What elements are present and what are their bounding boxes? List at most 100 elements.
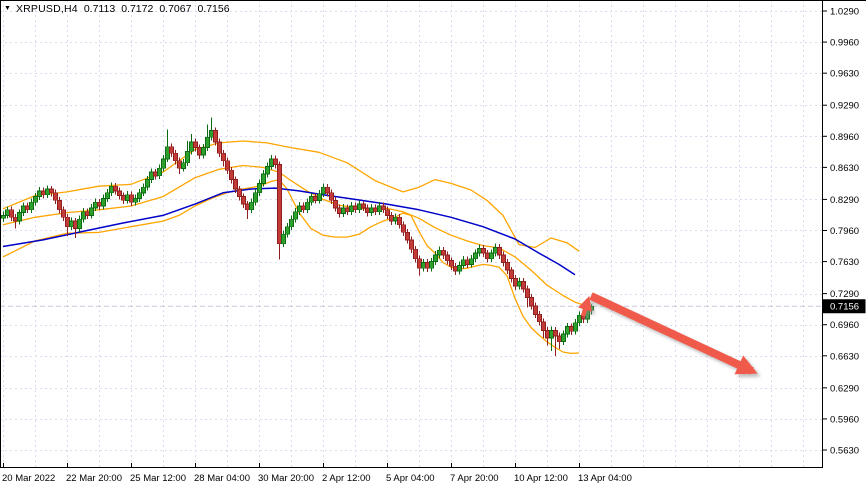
candle-bullish bbox=[489, 249, 494, 263]
candle-bullish bbox=[149, 168, 154, 183]
candle-bullish bbox=[249, 198, 254, 214]
time-tick-label: 10 Apr 12:00 bbox=[514, 473, 568, 484]
candle-bullish bbox=[205, 124, 210, 151]
candle-bullish bbox=[493, 243, 498, 257]
candle-bearish bbox=[529, 294, 534, 310]
candle-bullish bbox=[257, 179, 262, 197]
candle-bullish bbox=[473, 249, 478, 263]
axes-frame bbox=[0, 0, 866, 468]
candle-bearish bbox=[129, 191, 134, 207]
time-tick-label: 7 Apr 20:00 bbox=[450, 473, 499, 484]
bid-badge-value: 0.7156 bbox=[830, 302, 859, 313]
candles-layer bbox=[1, 117, 594, 356]
candle-bullish bbox=[45, 185, 50, 198]
candle-bearish bbox=[241, 193, 246, 208]
candle-bullish bbox=[77, 215, 82, 232]
candle-bearish bbox=[397, 214, 402, 229]
time-tick-label: 22 Mar 20:00 bbox=[66, 473, 122, 484]
candle-bearish bbox=[537, 311, 542, 326]
candle-bullish bbox=[261, 170, 266, 187]
quote-close: 0.7156 bbox=[197, 3, 230, 15]
chart-title-bar: ▼ XRPUSD,H4 0.7113 0.7172 0.7067 0.7156 bbox=[4, 3, 230, 15]
candle-bullish bbox=[105, 189, 110, 202]
time-tick-label: 13 Apr 04:00 bbox=[578, 473, 632, 484]
candle-bearish bbox=[481, 245, 486, 257]
candle-bearish bbox=[485, 249, 490, 263]
candle-bearish bbox=[441, 246, 446, 259]
candle-bullish bbox=[421, 258, 426, 272]
candle-bullish bbox=[317, 189, 322, 204]
price-axis[interactable]: 1.0290 0.9960 0.9630 0.9290 0.8960 0.8630 0.82… bbox=[822, 7, 859, 457]
time-tick-label: 5 Apr 04:00 bbox=[386, 473, 435, 484]
candle-bullish bbox=[209, 117, 214, 141]
band-middle-line bbox=[2, 164, 584, 306]
candle-bullish bbox=[469, 254, 474, 268]
price-tick-label: 0.9630 bbox=[830, 69, 859, 80]
candle-bullish bbox=[305, 198, 310, 214]
trend-arrow[interactable] bbox=[578, 292, 758, 375]
time-tick-label: 25 Mar 12:00 bbox=[130, 473, 186, 484]
candle-bullish bbox=[289, 215, 294, 231]
candle-bearish bbox=[417, 255, 422, 276]
candle-bearish bbox=[413, 246, 418, 263]
candle-bearish bbox=[389, 212, 394, 225]
candle-bullish bbox=[145, 175, 150, 191]
candle-bearish bbox=[365, 204, 370, 217]
candle-bullish bbox=[349, 202, 354, 215]
candle-bullish bbox=[457, 261, 462, 275]
candle-bullish bbox=[101, 194, 106, 210]
candle-bullish bbox=[137, 189, 142, 202]
candle-bearish bbox=[41, 187, 46, 199]
price-tick-label: 0.6960 bbox=[830, 320, 859, 331]
candle-bullish bbox=[29, 198, 34, 214]
candle-bearish bbox=[353, 202, 358, 214]
candle-bearish bbox=[57, 197, 62, 214]
candle-bullish bbox=[369, 204, 374, 216]
candle-bearish bbox=[85, 208, 90, 220]
price-tick-label: 1.0290 bbox=[830, 7, 859, 18]
candle-bearish bbox=[465, 256, 470, 269]
symbol-dropdown-icon[interactable]: ▼ bbox=[4, 5, 11, 12]
candle-bearish bbox=[113, 182, 118, 195]
candle-bullish bbox=[461, 255, 466, 269]
price-tick-label: 0.7960 bbox=[830, 226, 859, 237]
candle-bearish bbox=[501, 251, 506, 267]
candle-bullish bbox=[189, 133, 194, 155]
candle-bullish bbox=[165, 129, 170, 163]
candle-bearish bbox=[193, 138, 198, 152]
quote-open: 0.7113 bbox=[83, 3, 116, 15]
candle-bearish bbox=[553, 327, 558, 356]
candle-bearish bbox=[245, 200, 250, 220]
price-tick-label: 0.7630 bbox=[830, 257, 859, 268]
candle-bullish bbox=[377, 202, 382, 215]
candle-bearish bbox=[13, 214, 18, 229]
candle-bearish bbox=[61, 206, 66, 222]
candle-bearish bbox=[557, 332, 562, 350]
price-tick-label: 0.5630 bbox=[830, 446, 859, 457]
candle-bearish bbox=[25, 202, 30, 214]
candle-bullish bbox=[157, 164, 162, 180]
candle-bearish bbox=[521, 278, 526, 293]
candle-bullish bbox=[433, 251, 438, 265]
candle-bullish bbox=[185, 141, 190, 166]
candle-bearish bbox=[533, 302, 538, 319]
candle-bearish bbox=[301, 202, 306, 214]
candle-bullish bbox=[81, 207, 86, 223]
price-tick-label: 0.5960 bbox=[830, 414, 859, 425]
price-tick-label: 0.6630 bbox=[830, 351, 859, 362]
candle-bearish bbox=[525, 285, 530, 308]
grid-layer bbox=[0, 0, 822, 467]
time-axis[interactable]: 20 Mar 2022 22 Mar 20:00 25 Mar 12:00 28 Ma… bbox=[2, 463, 632, 484]
candle-bullish bbox=[21, 202, 26, 216]
candle-bullish bbox=[5, 206, 10, 219]
candle-bearish bbox=[409, 236, 414, 254]
candle-bearish bbox=[197, 144, 202, 159]
candle-bearish bbox=[453, 263, 458, 275]
candle-bullish bbox=[201, 143, 206, 159]
candle-bearish bbox=[217, 138, 222, 158]
candle-bullish bbox=[573, 319, 578, 335]
candle-bearish bbox=[9, 206, 14, 222]
candle-bearish bbox=[277, 161, 282, 260]
